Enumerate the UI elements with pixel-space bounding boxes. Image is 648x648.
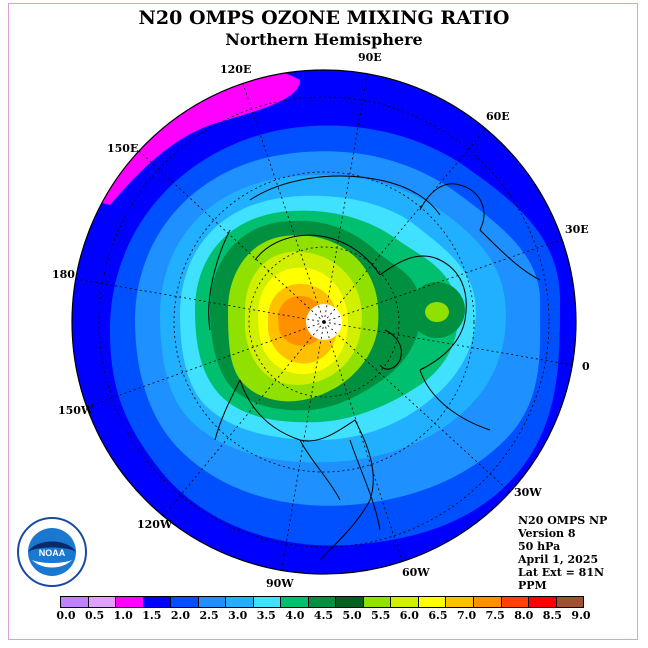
legend-swatch-10 xyxy=(336,597,364,607)
legend-swatch-2 xyxy=(116,597,144,607)
legend-tick-label: 7.5 xyxy=(485,609,505,622)
legend-tick-label: 0.5 xyxy=(85,609,105,622)
legend-swatch-12 xyxy=(391,597,419,607)
legend-tick-label: 9.0 xyxy=(571,609,591,622)
legend-swatch-13 xyxy=(418,597,447,607)
info-product: N20 OMPS NP xyxy=(518,514,608,527)
legend-swatch-3 xyxy=(143,597,172,607)
lon-label-150e: 150E xyxy=(107,142,139,155)
legend-swatch-0 xyxy=(61,597,89,607)
legend-swatch-6 xyxy=(226,597,254,607)
lon-label-60e: 60E xyxy=(486,110,510,123)
legend-swatch-14 xyxy=(446,597,474,607)
field-blob-europe-core xyxy=(425,302,449,322)
legend-swatch-5 xyxy=(198,597,227,607)
legend-swatch-15 xyxy=(473,597,502,607)
legend-swatch-16 xyxy=(501,597,530,607)
legend-swatch-4 xyxy=(171,597,199,607)
lon-label-120w: 120W xyxy=(137,518,173,531)
lon-label-60w: 60W xyxy=(402,566,430,579)
legend-tick-label: 4.5 xyxy=(313,609,334,622)
info-units: PPM xyxy=(518,579,547,592)
legend-tick-label: 7.0 xyxy=(456,609,477,622)
legend-tick-label: 6.5 xyxy=(428,609,448,622)
legend-tick-label: 4.0 xyxy=(285,609,305,622)
lon-label-0: 0 xyxy=(582,360,590,373)
lon-label-30e: 30E xyxy=(565,223,589,236)
legend-swatch-18 xyxy=(556,597,584,607)
legend-ticks: 0.0 0.5 1.0 1.5 2.0 2.5 3.0 3.5 4.0 4.5 5.0 5.5 6.0 6… xyxy=(0,609,648,623)
lon-label-120e: 120E xyxy=(220,63,252,76)
legend-tick-label: 2.5 xyxy=(199,609,219,622)
info-lat-extent: Lat Ext = 81N xyxy=(518,566,605,579)
info-version: Version 8 xyxy=(518,527,576,540)
color-legend xyxy=(60,596,584,608)
legend-tick-label: 1.5 xyxy=(142,609,162,622)
lon-label-90w: 90W xyxy=(266,577,294,590)
lon-label-30w: 30W xyxy=(514,486,542,499)
info-pressure: 50 hPa xyxy=(518,540,561,553)
info-date: April 1, 2025 xyxy=(518,553,599,566)
legend-swatch-17 xyxy=(529,597,557,607)
map-subtitle: Northern Hemisphere xyxy=(225,30,423,49)
legend-tick-label: 3.5 xyxy=(256,609,276,622)
legend-tick-label: 0.0 xyxy=(56,609,76,622)
graticule xyxy=(72,70,576,574)
noaa-logo-text: NOAA xyxy=(39,548,66,558)
legend-tick-label: 8.5 xyxy=(542,609,562,622)
map-border xyxy=(71,69,577,575)
legend-swatch-7 xyxy=(253,597,282,607)
legend-swatch-1 xyxy=(88,597,117,607)
legend-tick-label: 2.0 xyxy=(170,609,191,622)
info-block: N20 OMPS NP Version 8 50 hPa April 1, 20… xyxy=(518,514,607,592)
legend-tick-label: 5.0 xyxy=(342,609,362,622)
lon-label-90e: 90E xyxy=(358,51,382,64)
legend-tick-label: 1.0 xyxy=(113,609,133,622)
lon-label-150w: 150W xyxy=(58,404,94,417)
legend-tick-label: 3.0 xyxy=(228,609,248,622)
figure-frame xyxy=(8,3,638,640)
noaa-logo: NOAA xyxy=(17,517,87,587)
map-title: N20 OMPS OZONE MIXING RATIO xyxy=(138,7,510,29)
legend-tick-label: 5.5 xyxy=(371,609,391,622)
lon-label-180: 180 xyxy=(52,268,75,281)
legend-swatch-9 xyxy=(308,597,337,607)
legend-tick-label: 8.0 xyxy=(514,609,534,622)
legend-swatch-11 xyxy=(363,597,392,607)
legend-swatch-8 xyxy=(281,597,309,607)
legend-tick-label: 6.0 xyxy=(399,609,419,622)
